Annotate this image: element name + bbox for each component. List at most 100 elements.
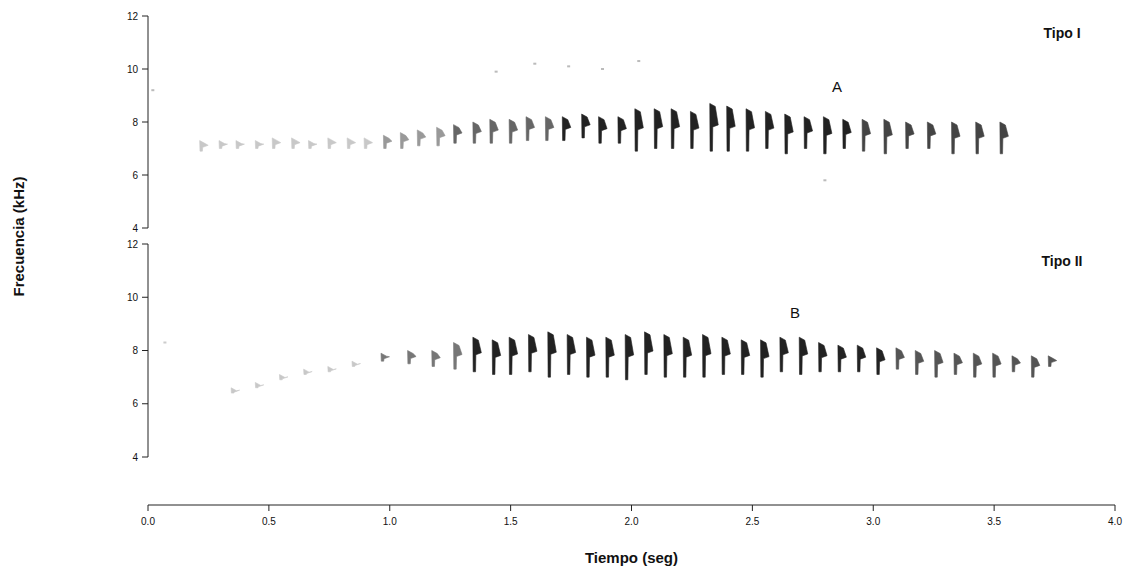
syllable: [819, 343, 828, 372]
syllable: [347, 138, 356, 149]
syllable: [383, 135, 392, 148]
syllable: [562, 117, 571, 141]
y-tick-label: 4: [132, 223, 138, 234]
syllable: [292, 138, 301, 149]
syllable: [635, 109, 644, 151]
syllable: [492, 340, 501, 375]
panel-title: Tipo II: [1042, 253, 1083, 269]
y-tick-label: 12: [127, 239, 139, 250]
x-tick: [873, 505, 874, 511]
syllable: [710, 103, 719, 151]
syllable: [454, 343, 463, 370]
syllable: [308, 141, 317, 149]
syllable: [664, 335, 673, 378]
x-tick: [389, 505, 390, 511]
syllable: [545, 117, 554, 141]
x-tick-label: 3.5: [987, 516, 1001, 527]
syllable: [906, 122, 915, 149]
y-tick: [142, 16, 148, 17]
syllable: [381, 353, 390, 361]
syllable: [364, 138, 373, 149]
syllable: [352, 361, 361, 366]
syllable: [746, 109, 755, 151]
syllable: [690, 111, 699, 148]
syllable: [473, 122, 482, 143]
syllable: [1031, 356, 1040, 377]
y-tick-label: 10: [127, 64, 139, 75]
y-tick: [142, 122, 148, 123]
syllable: [683, 337, 692, 377]
syllable: [1012, 356, 1021, 372]
syllable: [454, 125, 463, 144]
syllable: [857, 345, 866, 372]
y-tick: [142, 228, 148, 229]
x-tick-label: 3.0: [866, 516, 880, 527]
y-tick-label: 6: [132, 398, 138, 409]
syllable: [625, 335, 634, 380]
syllable: [761, 340, 770, 377]
panel: 46810120.00.51.01.52.02.53.03.54.0Tipo I…: [127, 239, 1123, 567]
y-tick-label: 8: [132, 117, 138, 128]
syllable: [896, 348, 905, 369]
x-tick: [752, 505, 753, 511]
syllable: [548, 332, 557, 377]
syllable: [1048, 356, 1057, 367]
syllable: [671, 109, 680, 149]
panel-title: Tipo I: [1043, 25, 1080, 41]
point: [495, 71, 498, 73]
x-tick: [631, 505, 632, 511]
x-tick-label: 0.5: [262, 516, 276, 527]
syllable: [927, 122, 936, 149]
syllable: [400, 133, 409, 149]
syllable: [823, 117, 832, 154]
panel-annotation: B: [790, 304, 800, 321]
x-tick: [148, 505, 149, 511]
syllable: [973, 353, 982, 377]
syllable: [838, 345, 847, 372]
y-tick-label: 8: [132, 345, 138, 356]
syllable: [703, 335, 712, 378]
panel: 4681012Tipo IAFrecuencia (kHz): [10, 11, 1081, 297]
syllable: [954, 353, 963, 374]
syllable: [843, 119, 852, 148]
syllable: [231, 388, 240, 393]
x-tick-label: 2.5: [745, 516, 759, 527]
y-tick: [142, 403, 148, 404]
syllable: [780, 337, 789, 372]
point: [601, 68, 604, 70]
figure: 4681012Tipo IAFrecuencia (kHz)46810120.0…: [0, 0, 1127, 576]
syllable: [509, 119, 518, 143]
syllable: [976, 122, 985, 154]
x-tick-label: 1.0: [383, 516, 397, 527]
point: [163, 342, 166, 344]
x-tick-label: 4.0: [1108, 516, 1122, 527]
syllable: [328, 366, 337, 371]
syllable: [437, 127, 446, 146]
y-tick-label: 6: [132, 170, 138, 181]
syllable: [877, 348, 886, 375]
y-tick: [142, 175, 148, 176]
syllable: [255, 141, 264, 149]
syllable: [219, 141, 228, 149]
point: [533, 63, 536, 65]
syllable: [586, 337, 595, 377]
y-tick-label: 4: [132, 452, 138, 463]
x-tick: [1115, 505, 1116, 511]
syllable: [722, 337, 731, 374]
syllable: [915, 351, 924, 375]
panel-annotation: A: [832, 78, 842, 95]
point: [823, 179, 826, 181]
syllable: [328, 138, 337, 149]
syllable: [509, 337, 518, 374]
x-tick: [268, 505, 269, 511]
syllable: [952, 122, 961, 154]
syllable: [279, 374, 288, 379]
y-tick: [142, 69, 148, 70]
syllable: [417, 130, 426, 146]
syllable: [765, 111, 774, 148]
y-tick: [142, 457, 148, 458]
syllable: [200, 141, 209, 152]
syllable: [432, 351, 441, 367]
syllable: [862, 119, 871, 151]
syllable: [236, 141, 245, 149]
